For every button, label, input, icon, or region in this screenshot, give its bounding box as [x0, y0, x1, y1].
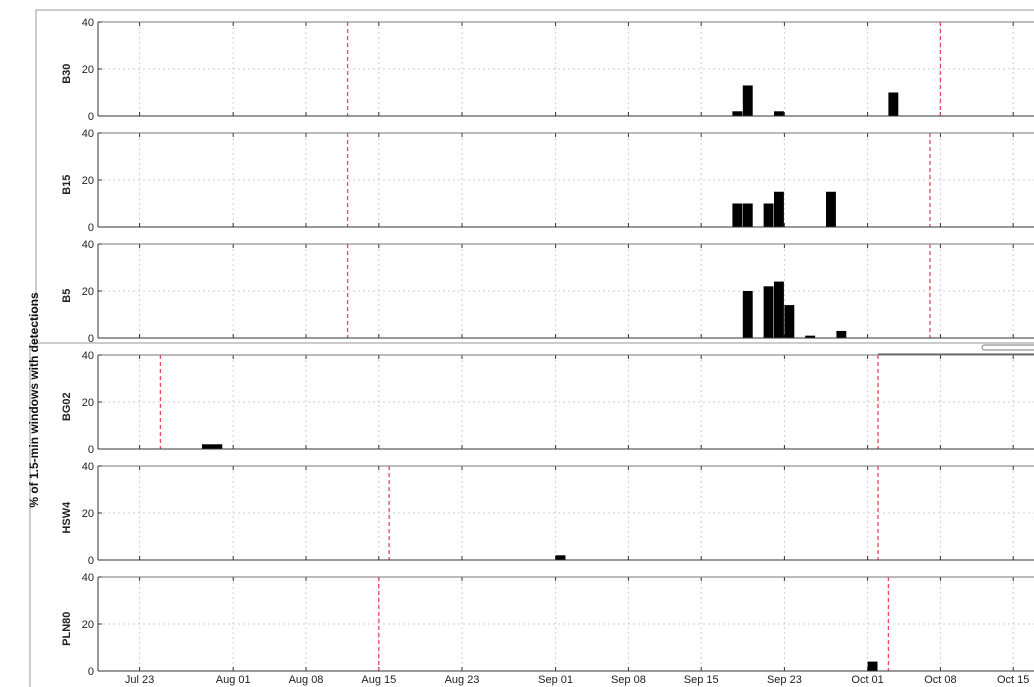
panel-label: B5 [61, 289, 73, 303]
bar [784, 305, 795, 338]
bar [867, 661, 878, 671]
panel-label: PLN80 [61, 612, 73, 646]
panel-b30: 0 20 40 B30 [61, 17, 1034, 123]
x-axis: Jul 23 Aug 01 Aug 08 Aug 15 Aug 23 Sep 01 Sep … [125, 674, 1029, 686]
scroll-handle [981, 344, 1034, 351]
panel-bg02: 0 20 40 BG02 [61, 350, 1034, 456]
y-tick-label: 0 [88, 222, 94, 234]
x-tick-label: Oct 15 [997, 674, 1029, 686]
bar [805, 335, 816, 338]
bar [763, 286, 774, 338]
y-tick-label: 20 [82, 175, 94, 187]
panel-label: HSW4 [61, 501, 73, 534]
y-tick-label: 0 [88, 333, 94, 345]
x-tick-label: Oct 08 [924, 674, 956, 686]
y-tick-label: 20 [82, 286, 94, 298]
y-tick-label: 40 [82, 350, 94, 362]
x-tick-label: Aug 08 [289, 674, 324, 686]
x-tick-label: Sep 01 [538, 674, 573, 686]
bar [826, 191, 836, 227]
panels: 0 20 40 B30 0 20 40 B15 0 20 40 B5 0 20 40 BG02 0 20 40 HSW… [61, 17, 1034, 678]
bar [742, 85, 753, 116]
y-tick-label: 20 [82, 397, 94, 409]
panel-frames [29, 9, 1034, 687]
y-tick-label: 20 [82, 619, 94, 631]
y-tick-label: 40 [82, 17, 94, 29]
y-tick-label: 0 [88, 666, 94, 678]
x-tick-label: Aug 23 [445, 674, 480, 686]
upper-figure-frame [35, 9, 1034, 344]
y-tick-label: 0 [88, 111, 94, 123]
bar [763, 203, 774, 227]
panel-b5: 0 20 40 B5 [61, 239, 1034, 345]
bar [555, 555, 566, 560]
y-tick-label: 40 [82, 239, 94, 251]
y-tick-label: 0 [88, 555, 94, 567]
y-tick-label: 20 [82, 508, 94, 520]
y-tick-label: 40 [82, 128, 94, 140]
panel-hsw4: 0 20 40 HSW4 [61, 461, 1034, 567]
bar [774, 111, 784, 116]
y-tick-label: 40 [82, 461, 94, 473]
bar [774, 191, 784, 227]
x-tick-label: Jul 23 [125, 674, 154, 686]
bar [774, 281, 784, 338]
panel-b15: 0 20 40 B15 [61, 128, 1034, 234]
y-tick-label: 0 [88, 444, 94, 456]
panel-label: B30 [61, 64, 73, 84]
x-tick-label: Sep 23 [767, 674, 802, 686]
x-tick-label: Aug 15 [361, 674, 396, 686]
bar [742, 291, 753, 338]
bar [836, 330, 847, 338]
x-tick-label: Oct 01 [851, 674, 883, 686]
y-axis-label: % of 1.5-min windows with detections [27, 292, 41, 508]
x-tick-label: Sep 15 [684, 674, 719, 686]
panel-pln80: 0 20 40 PLN80 [61, 572, 1034, 678]
bar [732, 203, 743, 227]
x-tick-label: Aug 01 [216, 674, 251, 686]
bar [888, 92, 899, 116]
panel-label: BG02 [61, 392, 73, 421]
y-tick-label: 20 [82, 64, 94, 76]
bar [742, 203, 753, 227]
x-tick-label: Sep 08 [611, 674, 646, 686]
panel-label: B15 [61, 175, 73, 195]
bar [732, 111, 743, 116]
bar [202, 444, 223, 449]
y-tick-label: 40 [82, 572, 94, 584]
